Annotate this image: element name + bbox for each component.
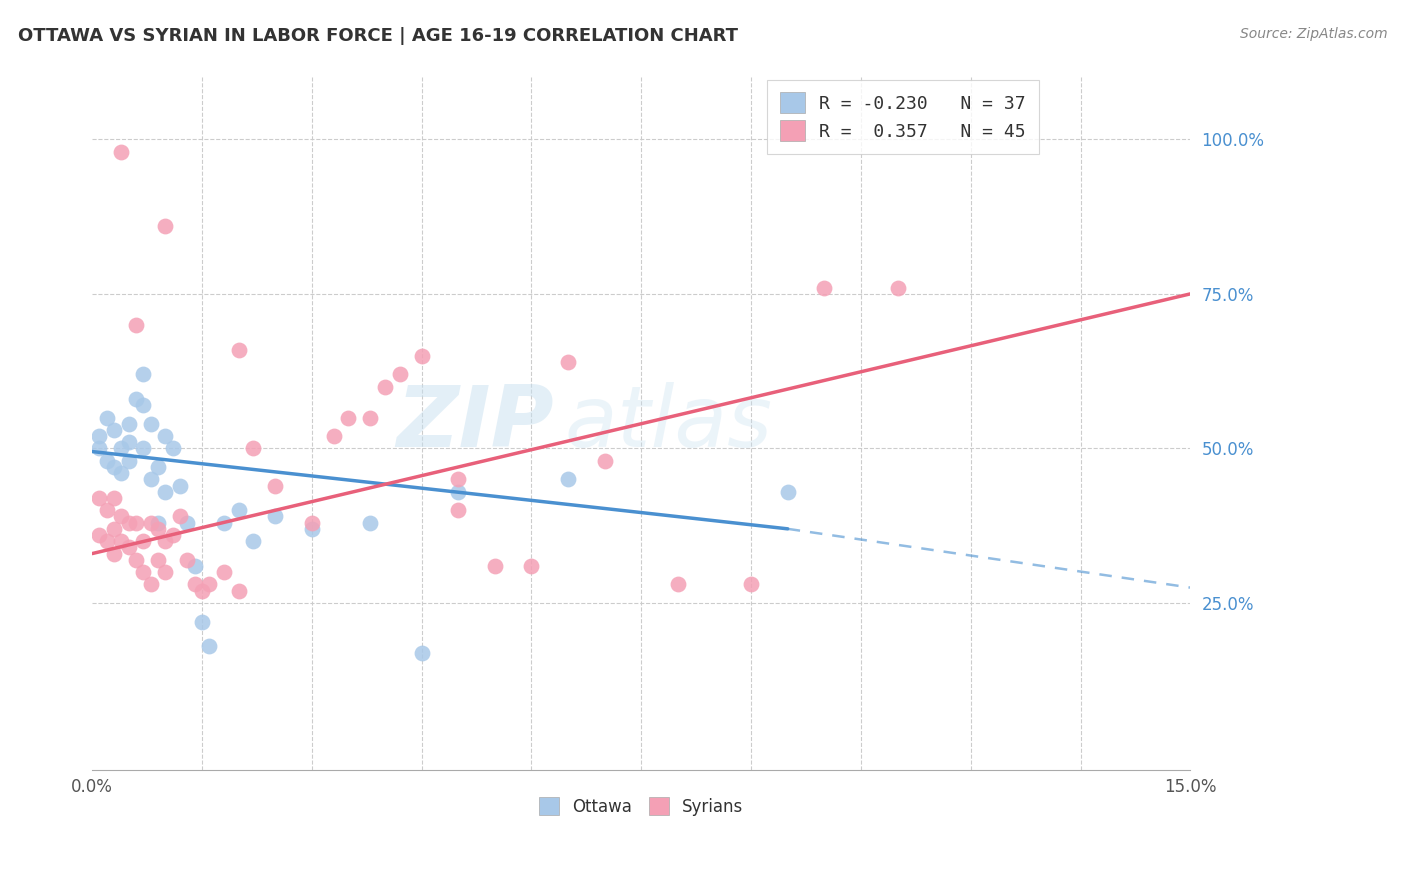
Point [155,219,177,233]
Text: OTTAWA VS SYRIAN IN LABOR FORCE | AGE 16-19 CORRELATION CHART: OTTAWA VS SYRIAN IN LABOR FORCE | AGE 16… [18,27,738,45]
Point [359,410,381,425]
Point [89,442,111,456]
Point [125,392,148,406]
Point [103,423,125,437]
Point [228,583,250,598]
Point [520,558,543,573]
Point [198,577,221,591]
Point [212,516,235,530]
Point [132,534,155,549]
Point [813,281,835,295]
Point [89,429,111,443]
Point [212,565,235,579]
Point [132,368,155,382]
Text: Source: ZipAtlas.com: Source: ZipAtlas.com [1240,27,1388,41]
Point [183,577,205,591]
Point [146,522,169,536]
Point [139,577,162,591]
Point [228,503,250,517]
Point [139,417,162,431]
Point [886,281,908,295]
Point [125,516,148,530]
Point [169,478,191,492]
Point [118,417,141,431]
Point [359,516,381,530]
Point [89,491,111,505]
Point [103,522,125,536]
Point [103,491,125,505]
Point [593,454,616,468]
Point [132,565,155,579]
Point [139,516,162,530]
Point [139,472,162,486]
Point [110,145,132,159]
Point [110,442,132,456]
Point [264,509,287,524]
Point [198,640,221,654]
Legend: Ottawa, Syrians: Ottawa, Syrians [530,789,752,824]
Point [183,558,205,573]
Point [176,553,198,567]
Point [388,368,411,382]
Point [242,534,264,549]
Point [322,429,344,443]
Point [146,460,169,475]
Point [301,522,323,536]
Point [557,355,579,369]
Point [146,553,169,567]
Point [146,516,169,530]
Point [118,435,141,450]
Point [125,318,148,332]
Point [776,484,799,499]
Point [557,472,579,486]
Point [118,541,141,555]
Point [228,343,250,357]
Point [162,528,184,542]
Point [155,484,177,499]
Point [242,442,264,456]
Point [337,410,360,425]
Point [411,349,433,363]
Point [447,503,470,517]
Point [110,534,132,549]
Point [411,646,433,660]
Point [110,509,132,524]
Point [125,553,148,567]
Point [118,516,141,530]
Point [96,534,118,549]
Point [169,509,191,524]
Point [155,534,177,549]
Point [162,442,184,456]
Point [484,558,506,573]
Point [191,615,214,629]
Point [132,398,155,412]
Point [374,379,396,393]
Point [132,442,155,456]
Point [118,454,141,468]
Point [447,472,470,486]
Point [447,484,470,499]
Point [103,460,125,475]
Text: atlas: atlas [564,382,772,466]
Point [176,516,198,530]
Point [155,565,177,579]
Point [666,577,689,591]
Point [103,547,125,561]
Point [110,466,132,480]
Point [191,583,214,598]
Point [89,528,111,542]
Point [96,410,118,425]
Point [155,429,177,443]
Point [264,478,287,492]
Point [740,577,762,591]
Point [96,454,118,468]
Point [96,503,118,517]
Text: ZIP: ZIP [395,382,554,466]
Point [301,516,323,530]
